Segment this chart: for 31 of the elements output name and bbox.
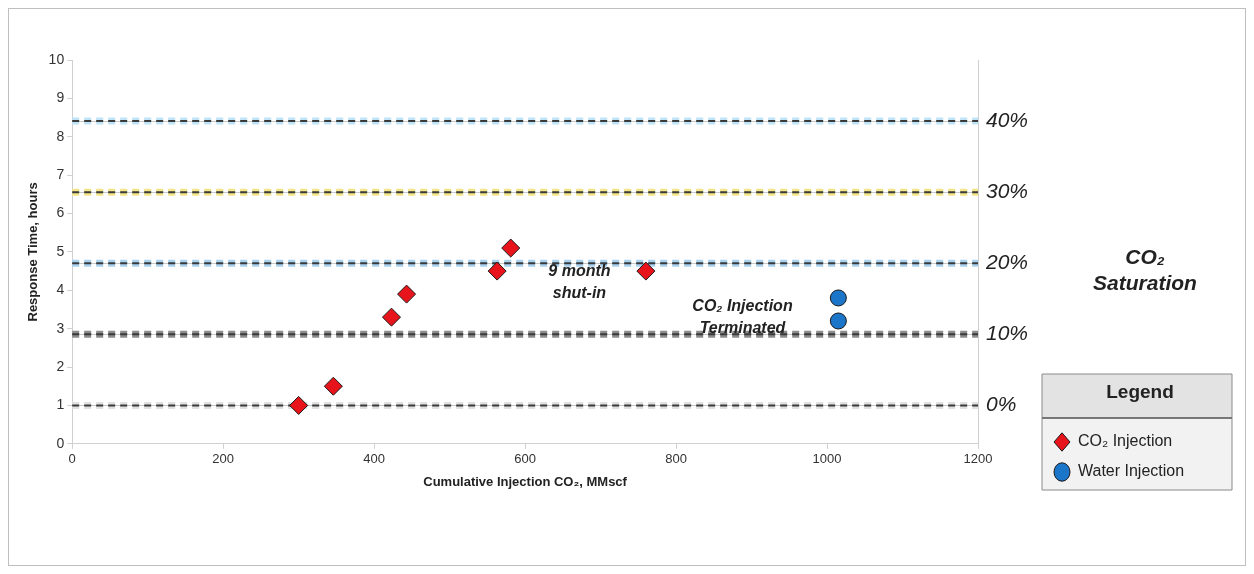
x-tick-label: 1200 [963,451,993,467]
y2-axis-title: CO₂ Saturation [1093,244,1197,294]
y-tick-label: 6 [56,204,65,221]
y-tick-label: 8 [56,127,65,144]
y2-tick-label: 0% [986,392,1017,416]
x-tick-label: 200 [212,451,234,467]
x-axis-title: Cumulative Injection CO₂, MMscf [423,473,628,489]
annotation: 9 month shut-in [548,262,611,302]
y2-tick-label: 40% [986,107,1029,131]
y-tick-label: 10 [48,50,65,67]
y-tick-label: 0 [56,434,65,451]
y-tick-label: 3 [56,319,65,336]
y-axis-title: Response Time, hours [25,182,41,322]
y2-tick-label: 10% [986,321,1029,345]
y-tick-label: 7 [56,166,65,182]
y-tick-label: 1 [56,396,65,413]
y-tick-label: 4 [56,281,65,298]
y-tick-label: 2 [56,357,65,374]
legend-label: Water Injection [1078,462,1185,480]
x-tick-label: 400 [363,451,385,467]
x-tick-label: 0 [68,451,76,467]
y-tick-label: 5 [56,242,65,259]
x-tick-label: 600 [514,451,536,467]
legend-title: Legend [1106,380,1174,402]
x-tick-label: 800 [665,451,687,467]
y2-tick-label: 20% [985,250,1029,274]
y-tick-label: 9 [56,89,65,106]
y2-tick-label: 30% [986,179,1029,203]
x-tick-label: 1000 [812,451,842,467]
annotation: CO₂ Injection Terminated [692,296,793,336]
legend-label: CO₂ Injection [1078,432,1173,450]
